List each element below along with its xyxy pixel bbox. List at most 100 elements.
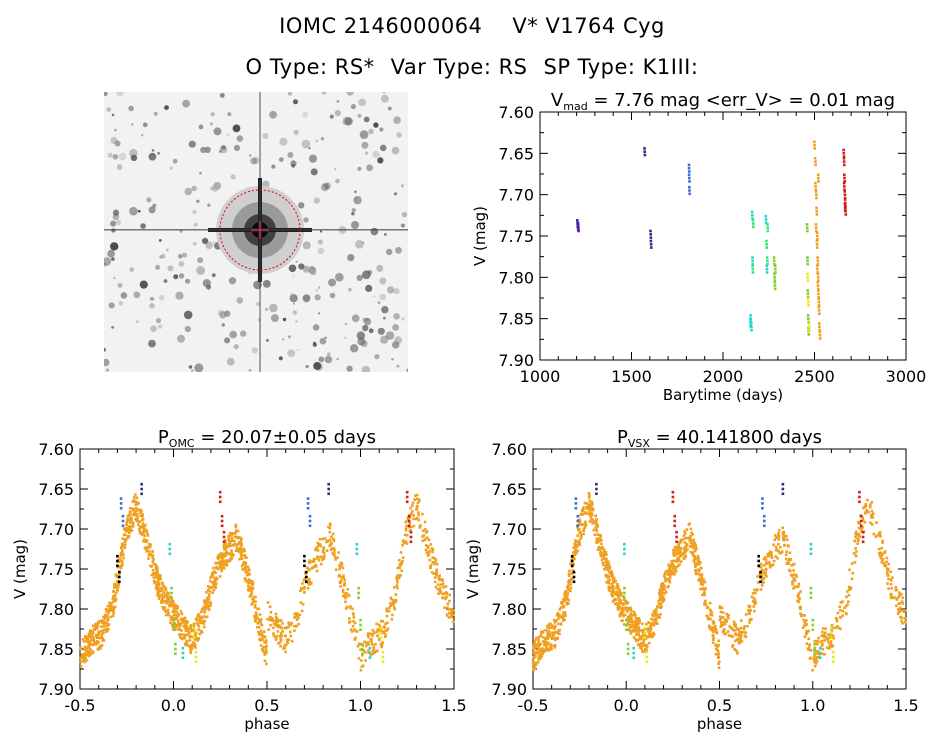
data-point [113, 605, 117, 609]
data-point [338, 567, 341, 571]
data-point [353, 621, 357, 625]
data-point [437, 592, 440, 595]
data-point [233, 542, 237, 546]
data-point [433, 557, 436, 560]
data-point [99, 644, 102, 648]
data-point [212, 582, 215, 586]
data-point [590, 512, 594, 515]
data-point [188, 630, 192, 634]
data-point [341, 566, 345, 570]
data-point [328, 522, 332, 526]
data-point [246, 569, 249, 573]
data-point [554, 644, 557, 647]
data-point [855, 550, 858, 553]
sky-star [351, 212, 355, 216]
data-point [220, 566, 223, 570]
data-point [200, 608, 204, 611]
data-point [174, 642, 177, 646]
data-point [607, 581, 610, 585]
data-point [119, 566, 123, 570]
data-point [605, 557, 608, 561]
data-point [212, 566, 215, 570]
data-point [816, 267, 819, 271]
data-point [98, 620, 102, 623]
data-point [215, 565, 218, 569]
data-point [211, 591, 214, 594]
data-point [99, 647, 102, 650]
data-point [200, 610, 203, 614]
data-point [235, 543, 239, 547]
data-point [806, 259, 809, 263]
data-point [867, 510, 870, 514]
data-point [777, 535, 780, 538]
data-point [692, 560, 696, 563]
data-point [197, 628, 200, 631]
sky-star [320, 230, 323, 233]
data-point [623, 552, 626, 556]
data-point [299, 589, 302, 592]
data-point [170, 591, 173, 595]
data-point [861, 535, 865, 539]
data-point [861, 526, 864, 529]
data-point [159, 574, 162, 577]
data-point [278, 619, 282, 622]
data-point [596, 541, 599, 544]
data-point [543, 643, 546, 647]
data-point [835, 618, 839, 621]
data-point [880, 546, 884, 550]
data-point [151, 568, 155, 572]
data-point [673, 552, 676, 556]
data-point [803, 614, 806, 617]
data-point [261, 649, 264, 653]
data-point [659, 613, 662, 616]
data-point [146, 549, 150, 553]
sky-star [151, 149, 155, 152]
data-point [773, 276, 776, 279]
data-point [650, 617, 653, 621]
data-point [764, 221, 768, 225]
y-tick-label: 7.65 [498, 144, 534, 163]
data-point [422, 534, 426, 537]
sky-star [158, 239, 162, 242]
data-point [751, 219, 755, 222]
data-point [898, 610, 901, 613]
data-point [688, 170, 691, 173]
data-point [222, 566, 225, 570]
data-point [669, 570, 673, 573]
data-point [801, 626, 805, 629]
data-point [303, 559, 306, 563]
data-point [146, 534, 150, 537]
data-point [129, 506, 132, 510]
data-point [611, 575, 614, 579]
data-point [393, 586, 396, 589]
data-point [263, 641, 267, 644]
data-point [250, 592, 253, 596]
data-point [584, 511, 587, 514]
data-point [835, 619, 839, 623]
sky-star [318, 356, 325, 363]
data-point [338, 564, 341, 567]
data-point [569, 562, 572, 566]
data-point [816, 238, 819, 241]
data-point [205, 605, 208, 609]
data-point [658, 588, 662, 591]
data-point [441, 596, 445, 599]
data-point [836, 611, 840, 615]
data-point [673, 546, 677, 550]
data-point [429, 543, 433, 546]
sky-star [373, 122, 379, 128]
sky-star [236, 135, 244, 142]
sky-star [312, 342, 317, 347]
data-point [235, 546, 239, 549]
data-point [197, 613, 200, 616]
data-point [429, 566, 432, 570]
data-point [100, 644, 104, 647]
sky-star [328, 278, 337, 287]
data-point [760, 584, 764, 587]
data-point [834, 626, 837, 629]
data-point [684, 546, 687, 550]
data-point [89, 648, 92, 651]
data-point [293, 629, 296, 632]
data-point [659, 595, 662, 599]
